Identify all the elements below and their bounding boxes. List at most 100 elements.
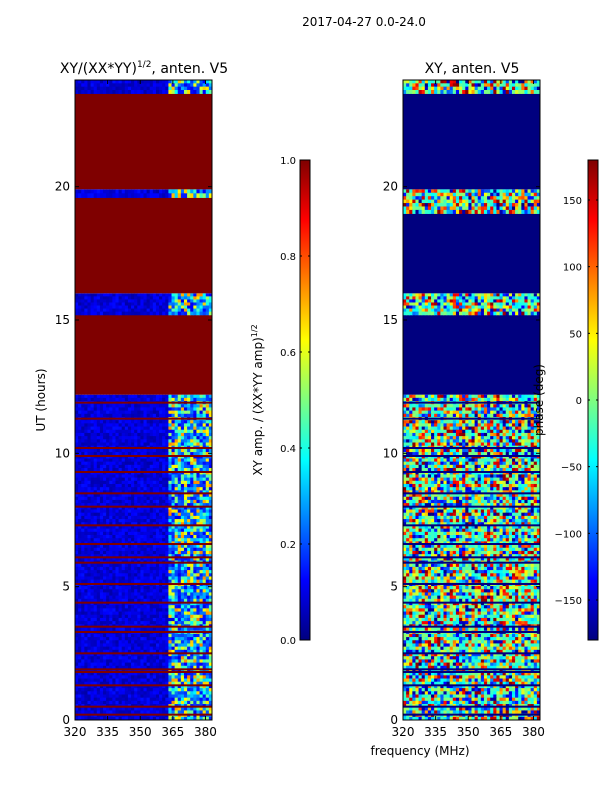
heatmap-cell [137, 519, 141, 523]
heatmap-cell [174, 605, 179, 609]
heatmap-cell [205, 426, 210, 431]
heatmap-cell [99, 656, 104, 660]
heatmap-cell [208, 665, 212, 670]
heatmap-cell [103, 573, 107, 578]
heatmap-cell [131, 538, 135, 542]
heatmap-cell [165, 525, 170, 530]
heatmap-cell [103, 429, 107, 434]
heatmap-cell [121, 614, 126, 619]
heatmap-cell [174, 296, 179, 301]
heatmap-cell [149, 544, 154, 549]
heatmap-cell [187, 707, 191, 712]
heatmap-cell [124, 700, 129, 705]
heatmap-cell [127, 678, 132, 683]
heatmap-cell [177, 439, 182, 444]
heatmap-cell [171, 579, 176, 584]
heatmap-cell [174, 656, 179, 660]
heatmap-cell [174, 691, 179, 696]
heatmap-cell [190, 531, 194, 536]
heatmap-cell [190, 80, 194, 84]
heatmap-cell [168, 420, 173, 424]
heatmap-cell [177, 407, 182, 412]
heatmap-cell [165, 477, 170, 482]
heatmap-cell [115, 538, 120, 542]
heatmap-cell [78, 299, 82, 304]
heatmap-cell [78, 308, 82, 313]
heatmap-cell [118, 646, 123, 651]
heatmap-cell [146, 464, 151, 469]
heatmap-cell [180, 697, 185, 702]
heatmap-cell [152, 678, 157, 683]
heatmap-cell [162, 432, 166, 437]
heatmap-cell [171, 80, 176, 84]
heatmap-cell [78, 621, 82, 625]
heatmap-cell [171, 432, 176, 437]
heatmap-cell [174, 413, 179, 418]
heatmap-cell [93, 617, 98, 622]
heatmap-cell [162, 653, 166, 657]
heatmap-cell [127, 410, 132, 415]
heatmap-cell [162, 439, 166, 444]
heatmap-cell [109, 302, 113, 307]
heatmap-cell [146, 716, 151, 720]
heatmap-cell [177, 452, 182, 456]
heatmap-cell [109, 464, 113, 469]
heatmap-cell [109, 442, 113, 447]
heatmap-cell [146, 80, 151, 84]
heatmap-cell [155, 592, 160, 597]
heatmap-cell [177, 468, 182, 472]
heatmap-cell [199, 659, 204, 664]
heatmap-cell [152, 665, 157, 670]
heatmap-cell [96, 547, 101, 552]
heatmap-cell [115, 487, 120, 491]
heatmap-cell [159, 627, 163, 632]
heatmap-cell [149, 423, 154, 428]
heatmap-cell [96, 672, 101, 676]
heatmap-cell [143, 80, 148, 84]
heatmap-cell [99, 83, 104, 88]
heatmap-cell [180, 547, 185, 552]
heatmap-cell [183, 653, 188, 657]
heatmap-cell [118, 678, 123, 683]
heatmap-cell [183, 646, 188, 651]
heatmap-cell [87, 573, 92, 578]
heatmap-cell [177, 659, 182, 664]
heatmap-cell [131, 490, 135, 495]
heatmap-cell [202, 640, 207, 645]
heatmap-cell [90, 662, 95, 667]
heatmap-cell [106, 672, 110, 676]
heatmap-cell [168, 710, 173, 715]
heatmap-cell [140, 490, 145, 495]
heatmap-cell [127, 305, 132, 310]
heatmap-cell [199, 544, 204, 549]
heatmap-cell [162, 394, 166, 399]
heatmap-cell [93, 311, 98, 316]
heatmap-cell [159, 700, 163, 705]
heatmap-cell [208, 512, 212, 517]
heatmap-cell [140, 684, 145, 689]
heatmap-cell [146, 299, 151, 304]
heatmap-cell [174, 189, 179, 194]
heatmap-cell [143, 643, 148, 648]
heatmap-cell [171, 483, 176, 488]
heatmap-cell [109, 480, 113, 485]
heatmap-cell [177, 570, 182, 574]
heatmap-cell [143, 621, 148, 625]
heatmap-cell [90, 617, 95, 622]
heatmap-cell [152, 566, 157, 571]
heatmap-cell [121, 397, 126, 402]
heatmap-cell [171, 592, 176, 597]
heatmap-cell [134, 656, 138, 660]
heatmap-cell [106, 554, 110, 558]
heatmap-cell [93, 649, 98, 654]
heatmap-cell [118, 595, 123, 600]
heatmap-cell [171, 557, 176, 562]
heatmap-cell [137, 716, 141, 720]
heatmap-cell [196, 413, 201, 418]
heatmap-cell [149, 522, 154, 527]
heatmap-cell [205, 637, 210, 641]
heatmap-cell [96, 86, 101, 91]
heatmap-cell [112, 617, 117, 622]
heatmap-cell [90, 420, 95, 424]
heatmap-cell [202, 461, 207, 466]
